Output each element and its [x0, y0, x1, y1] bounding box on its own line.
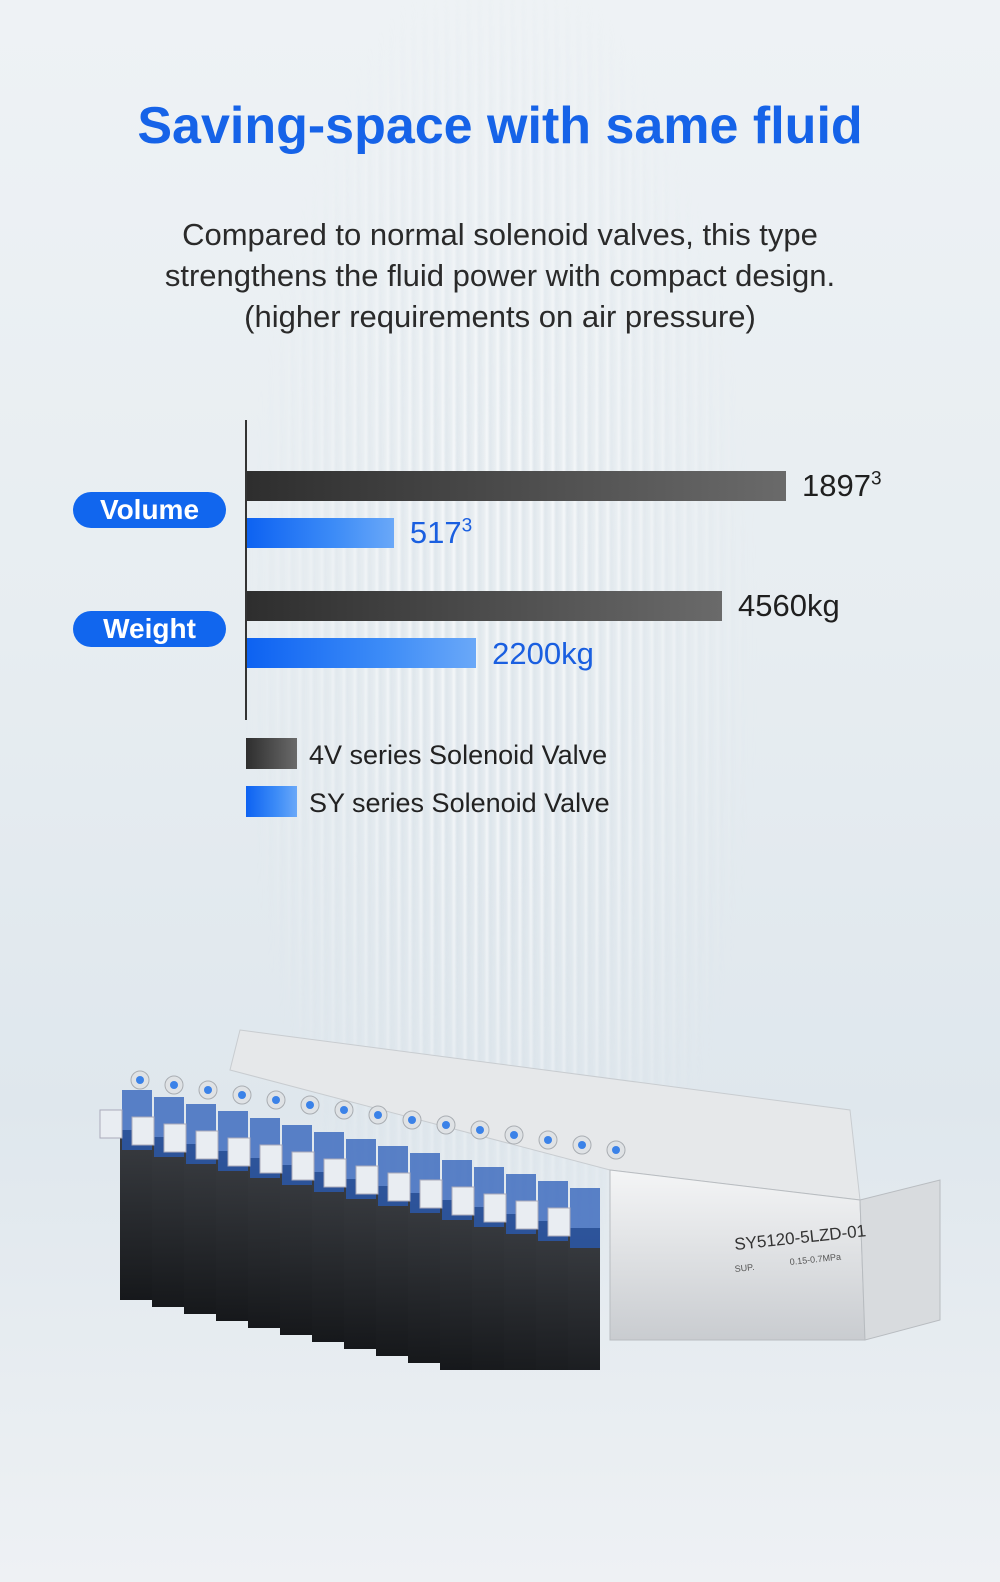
legend-label-4v: 4V series Solenoid Valve — [309, 740, 608, 770]
valve-port-indicator — [476, 1126, 484, 1134]
legend-swatch-sy — [246, 786, 297, 817]
valve-port-indicator — [408, 1116, 416, 1124]
subtitle-line: Compared to normal solenoid valves, this… — [182, 217, 818, 252]
data-label-sy-weight: 2200kg — [492, 636, 594, 671]
valve-coil-body — [408, 1193, 440, 1363]
port-label: SUP. — [734, 1262, 755, 1274]
valve-manifold-image: SY5120-5LZD-01 0.15-0.7MPa SUP. — [99, 1029, 941, 1370]
valve-manual-override — [259, 1144, 283, 1174]
valve-manual-override — [515, 1200, 539, 1230]
valve-manual-override — [387, 1172, 411, 1202]
valve-coil-body — [472, 1207, 504, 1370]
category-label-weight: Weight — [73, 611, 226, 647]
valve-port-indicator — [578, 1141, 586, 1149]
valve-port-indicator — [170, 1081, 178, 1089]
data-label-4v-volume: 18973 — [802, 468, 882, 503]
valve-port-indicator — [136, 1076, 144, 1084]
valve-manual-override — [227, 1137, 251, 1167]
valve-manual-override — [483, 1193, 507, 1223]
valve-indicator-window — [570, 1188, 600, 1248]
valve-coil-body — [504, 1214, 536, 1370]
valve-port-indicator — [272, 1096, 280, 1104]
valve-port-indicator — [238, 1091, 246, 1099]
valve-manual-override — [99, 1109, 123, 1139]
valve-port-indicator — [374, 1111, 382, 1119]
valve-manual-override — [323, 1158, 347, 1188]
valve-coil-body — [344, 1179, 376, 1349]
valve-manual-override — [291, 1151, 315, 1181]
valve-coil-body — [280, 1165, 312, 1335]
category-label-volume: Volume — [73, 492, 226, 528]
valve-port-indicator — [510, 1131, 518, 1139]
valve-manual-override — [355, 1165, 379, 1195]
subtitle: Compared to normal solenoid valves, this… — [0, 214, 1000, 337]
subtitle-line: (higher requirements on air pressure) — [244, 299, 756, 334]
legend-label-sy: SY series Solenoid Valve — [309, 788, 610, 818]
valve-coil-body — [440, 1200, 472, 1370]
valve-manual-override — [547, 1207, 571, 1237]
valve-port-indicator — [340, 1106, 348, 1114]
valve-port-indicator — [306, 1101, 314, 1109]
data-label-4v-weight: 4560kg — [738, 588, 840, 623]
valve-coil-body — [248, 1158, 280, 1328]
subtitle-line: strengthens the fluid power with compact… — [164, 258, 836, 293]
bar-sy-volume — [247, 518, 394, 548]
valve-port-indicator — [612, 1146, 620, 1154]
valve-coil-body — [376, 1186, 408, 1356]
valve-manual-override — [195, 1130, 219, 1160]
page-title: Saving-space with same fluid — [137, 97, 863, 155]
chart-axis — [245, 420, 247, 720]
data-label-sy-volume: 5173 — [409, 515, 473, 550]
bar-4v-weight — [247, 591, 722, 621]
valve-manual-override — [163, 1123, 187, 1153]
valve-coil-body — [152, 1137, 184, 1307]
valve-coil-body — [536, 1221, 568, 1370]
bar-sy-weight — [247, 638, 477, 668]
valve-manual-override — [131, 1116, 155, 1146]
bar-4v-volume — [247, 471, 786, 501]
valve-coil-body — [312, 1172, 344, 1342]
legend-swatch-4v — [246, 738, 297, 769]
valve-coil-body — [216, 1151, 248, 1321]
valve-manual-override — [451, 1186, 475, 1216]
valve-coil-body — [120, 1130, 152, 1300]
valve-port-indicator — [544, 1136, 552, 1144]
valve-port-indicator — [442, 1121, 450, 1129]
valve-port-indicator — [204, 1086, 212, 1094]
valve-coil-body — [184, 1144, 216, 1314]
valve-coil-body — [568, 1228, 600, 1370]
valve-manual-override — [419, 1179, 443, 1209]
